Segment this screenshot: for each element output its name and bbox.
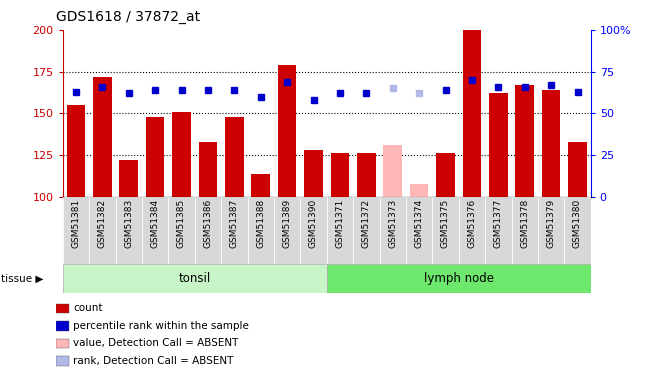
Bar bbox=[172, 112, 191, 197]
Text: GSM51386: GSM51386 bbox=[203, 199, 213, 248]
Bar bbox=[357, 153, 376, 197]
Bar bbox=[436, 153, 455, 197]
Bar bbox=[485, 197, 512, 264]
Text: GSM51387: GSM51387 bbox=[230, 199, 239, 248]
Bar bbox=[63, 197, 89, 264]
Bar bbox=[56, 339, 69, 348]
Bar bbox=[463, 30, 481, 197]
Bar bbox=[515, 85, 534, 197]
Bar bbox=[221, 197, 248, 264]
Bar bbox=[63, 264, 327, 292]
Bar bbox=[327, 197, 353, 264]
Bar bbox=[199, 142, 217, 197]
Text: GSM51383: GSM51383 bbox=[124, 199, 133, 248]
Bar bbox=[168, 197, 195, 264]
Text: GSM51378: GSM51378 bbox=[520, 199, 529, 248]
Bar bbox=[432, 197, 459, 264]
Text: GSM51372: GSM51372 bbox=[362, 199, 371, 248]
Bar bbox=[56, 304, 69, 313]
Text: percentile rank within the sample: percentile rank within the sample bbox=[73, 321, 249, 331]
Text: GSM51379: GSM51379 bbox=[546, 199, 556, 248]
Text: rank, Detection Call = ABSENT: rank, Detection Call = ABSENT bbox=[73, 356, 234, 366]
Bar bbox=[327, 264, 591, 292]
Bar bbox=[542, 90, 560, 197]
Text: lymph node: lymph node bbox=[424, 272, 494, 285]
Bar bbox=[195, 197, 221, 264]
Text: GSM51371: GSM51371 bbox=[335, 199, 345, 248]
Bar bbox=[538, 197, 564, 264]
Bar bbox=[568, 142, 587, 197]
Text: GSM51389: GSM51389 bbox=[282, 199, 292, 248]
Bar bbox=[512, 197, 538, 264]
Bar bbox=[383, 145, 402, 197]
Text: tissue ▶: tissue ▶ bbox=[1, 273, 44, 284]
Text: GSM51381: GSM51381 bbox=[71, 199, 81, 248]
Bar bbox=[459, 197, 485, 264]
Text: GSM51390: GSM51390 bbox=[309, 199, 318, 248]
Text: GSM51374: GSM51374 bbox=[414, 199, 424, 248]
Text: GSM51380: GSM51380 bbox=[573, 199, 582, 248]
Bar bbox=[353, 197, 380, 264]
Bar bbox=[278, 65, 296, 197]
Bar bbox=[93, 77, 112, 197]
Bar bbox=[300, 197, 327, 264]
Text: GSM51382: GSM51382 bbox=[98, 199, 107, 248]
Bar bbox=[115, 197, 142, 264]
Text: GSM51373: GSM51373 bbox=[388, 199, 397, 248]
Text: GSM51375: GSM51375 bbox=[441, 199, 450, 248]
Bar bbox=[489, 93, 508, 197]
Bar bbox=[251, 174, 270, 197]
Bar bbox=[406, 197, 432, 264]
Text: GDS1618 / 37872_at: GDS1618 / 37872_at bbox=[56, 10, 200, 24]
Bar bbox=[331, 153, 349, 197]
Text: GSM51388: GSM51388 bbox=[256, 199, 265, 248]
Text: count: count bbox=[73, 303, 102, 313]
Bar bbox=[379, 197, 406, 264]
Bar bbox=[89, 197, 116, 264]
Text: GSM51384: GSM51384 bbox=[150, 199, 160, 248]
Bar bbox=[248, 197, 274, 264]
Bar bbox=[56, 321, 69, 331]
Text: value, Detection Call = ABSENT: value, Detection Call = ABSENT bbox=[73, 338, 238, 348]
Bar bbox=[67, 105, 85, 197]
Bar bbox=[564, 197, 591, 264]
Text: GSM51377: GSM51377 bbox=[494, 199, 503, 248]
Bar bbox=[410, 183, 428, 197]
Bar bbox=[274, 197, 300, 264]
Bar bbox=[225, 117, 244, 197]
Bar bbox=[304, 150, 323, 197]
Bar bbox=[146, 117, 164, 197]
Text: tonsil: tonsil bbox=[179, 272, 211, 285]
Text: GSM51385: GSM51385 bbox=[177, 199, 186, 248]
Text: GSM51376: GSM51376 bbox=[467, 199, 477, 248]
Bar bbox=[119, 160, 138, 197]
Bar bbox=[56, 356, 69, 366]
Bar bbox=[142, 197, 168, 264]
